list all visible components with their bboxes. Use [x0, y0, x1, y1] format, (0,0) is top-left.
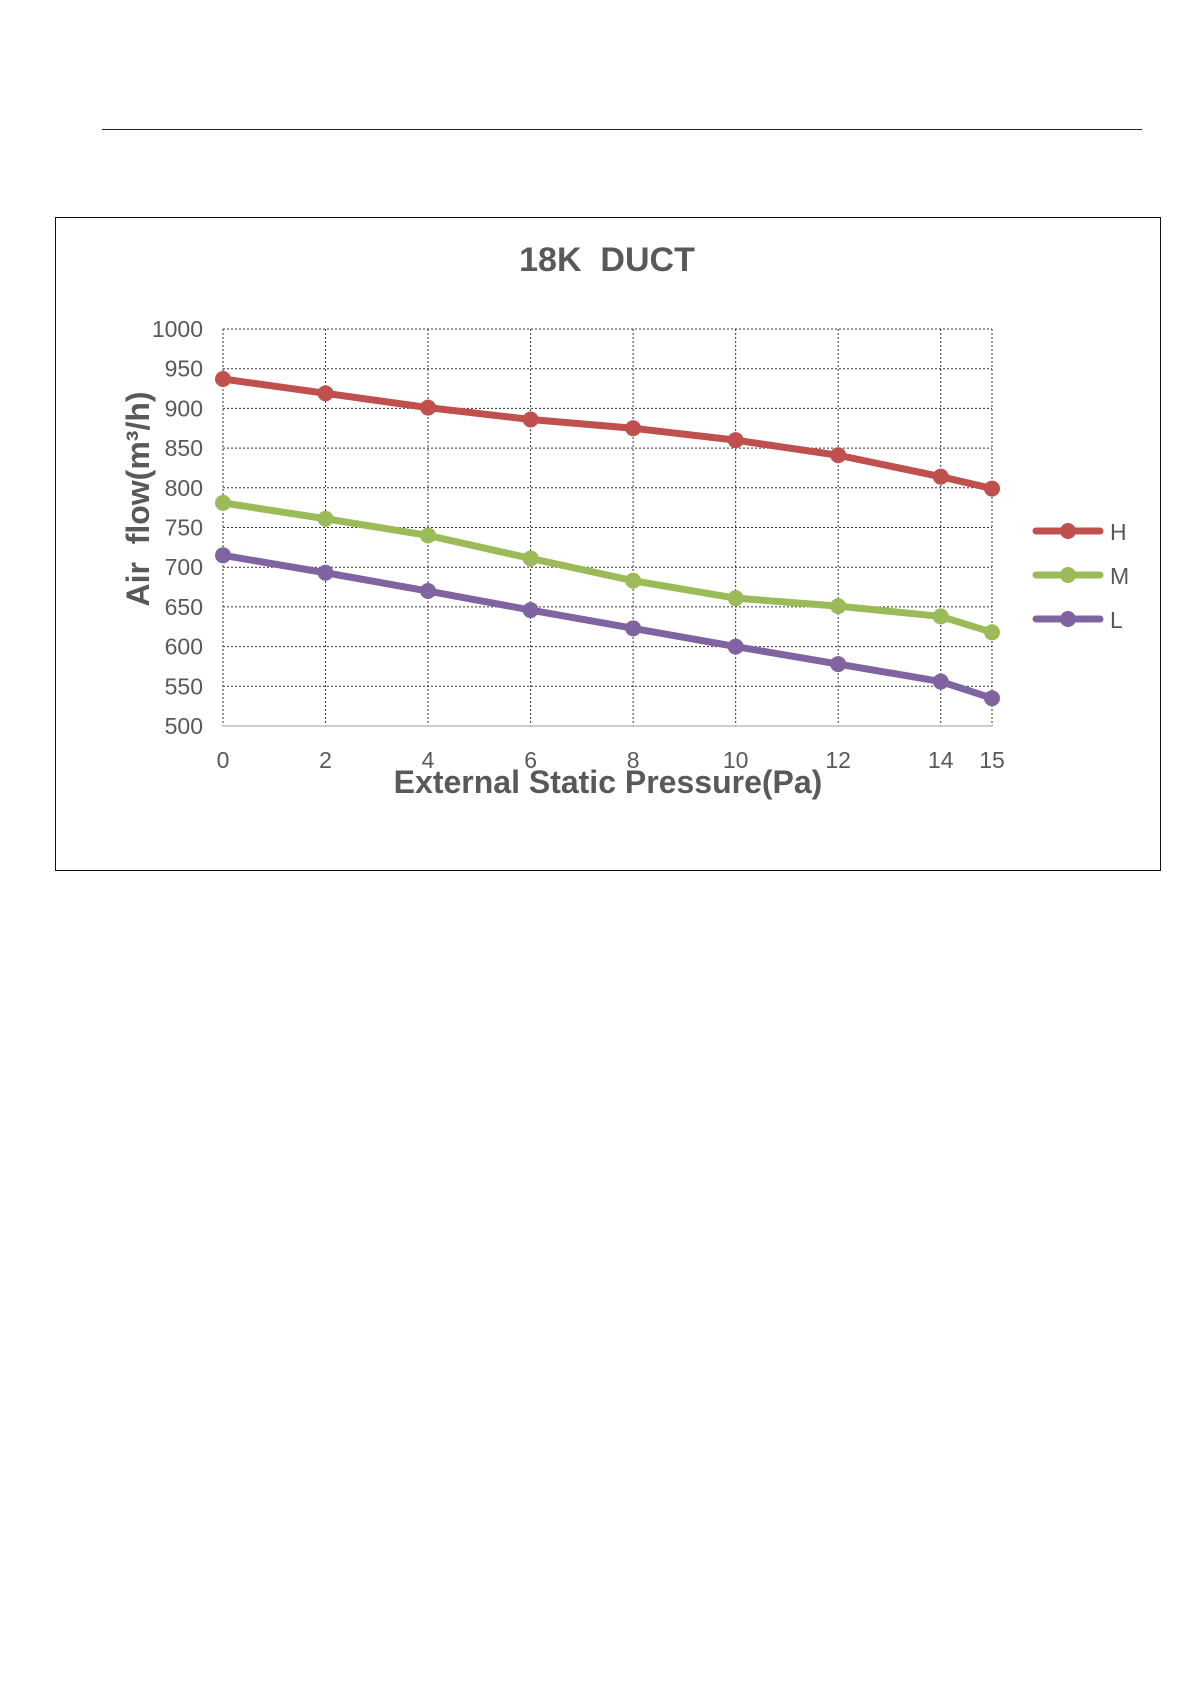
- legend-label-h: H: [1110, 519, 1127, 545]
- legend-marker-m: [1060, 567, 1076, 583]
- chart-title: 18K DUCT: [519, 241, 695, 279]
- series-line-h: [219, 375, 996, 493]
- data-point-h: [830, 447, 847, 464]
- line-chart: 18K DUCT 500 550 600 650 700 750 800 850 900 950 1…: [120, 241, 1129, 800]
- x-tick-label: 4: [422, 747, 435, 773]
- y-tick-label: 700: [165, 554, 203, 580]
- data-point-h: [625, 420, 642, 437]
- data-point-l: [625, 620, 642, 637]
- data-point-m: [522, 550, 539, 567]
- grid: [222, 328, 993, 727]
- data-point-m: [932, 608, 949, 625]
- y-tick-label: 950: [165, 356, 203, 382]
- data-point-m: [317, 510, 334, 527]
- x-tick-label: 12: [825, 747, 851, 773]
- data-point-h: [522, 411, 539, 428]
- data-point-l: [984, 690, 1000, 707]
- data-point-m: [625, 572, 642, 589]
- chart-frame: 18K DUCT 500 550 600 650 700 750 800 850 900 950 1…: [55, 217, 1161, 871]
- y-tick-label: 500: [165, 713, 203, 739]
- y-tick-label: 600: [165, 634, 203, 660]
- y-tick-label: 1000: [152, 316, 203, 342]
- legend: HML: [1032, 519, 1129, 633]
- y-axis-label: Air flow(m³/h): [120, 391, 156, 606]
- data-point-m: [727, 590, 744, 607]
- y-tick-label: 650: [165, 594, 203, 620]
- legend-label-l: L: [1110, 607, 1123, 633]
- series-lines: [215, 371, 1000, 707]
- x-tick-label: 6: [524, 747, 537, 773]
- data-point-l: [420, 583, 437, 600]
- page-header-rule: [102, 129, 1142, 130]
- y-tick-label: 850: [165, 435, 203, 461]
- data-point-m: [830, 598, 847, 615]
- y-tick-label: 750: [165, 515, 203, 541]
- data-point-m: [420, 527, 437, 544]
- x-tick-label: 10: [723, 747, 749, 773]
- x-tick-label: 15: [979, 747, 1005, 773]
- data-point-h: [932, 468, 949, 485]
- x-axis-label: External Static Pressure(Pa): [394, 764, 823, 800]
- data-point-h: [317, 385, 334, 402]
- y-tick-label: 900: [165, 395, 203, 421]
- data-point-l: [522, 602, 539, 619]
- x-tick-label: 0: [217, 747, 230, 773]
- data-point-l: [932, 673, 949, 690]
- data-point-l: [215, 547, 231, 564]
- y-axis-ticks: 500 550 600 650 700 750 800 850 900 950 1000: [152, 316, 203, 739]
- x-tick-label: 14: [928, 747, 954, 773]
- legend-label-m: M: [1110, 563, 1129, 589]
- x-tick-label: 2: [319, 747, 332, 773]
- data-point-l: [830, 656, 847, 673]
- data-point-l: [317, 564, 334, 581]
- x-axis-ticks: 0 2 4 6 8 10 12 14 15: [217, 747, 1005, 773]
- legend-marker-h: [1060, 523, 1076, 539]
- y-tick-label: 800: [165, 475, 203, 501]
- data-point-h: [984, 480, 1000, 497]
- x-tick-label: 8: [627, 747, 640, 773]
- legend-marker-l: [1060, 611, 1076, 627]
- y-tick-label: 550: [165, 673, 203, 699]
- data-point-m: [984, 624, 1000, 641]
- data-point-m: [215, 494, 231, 511]
- data-point-h: [420, 399, 437, 416]
- data-point-l: [727, 638, 744, 655]
- data-point-h: [727, 432, 744, 449]
- data-point-h: [215, 371, 231, 388]
